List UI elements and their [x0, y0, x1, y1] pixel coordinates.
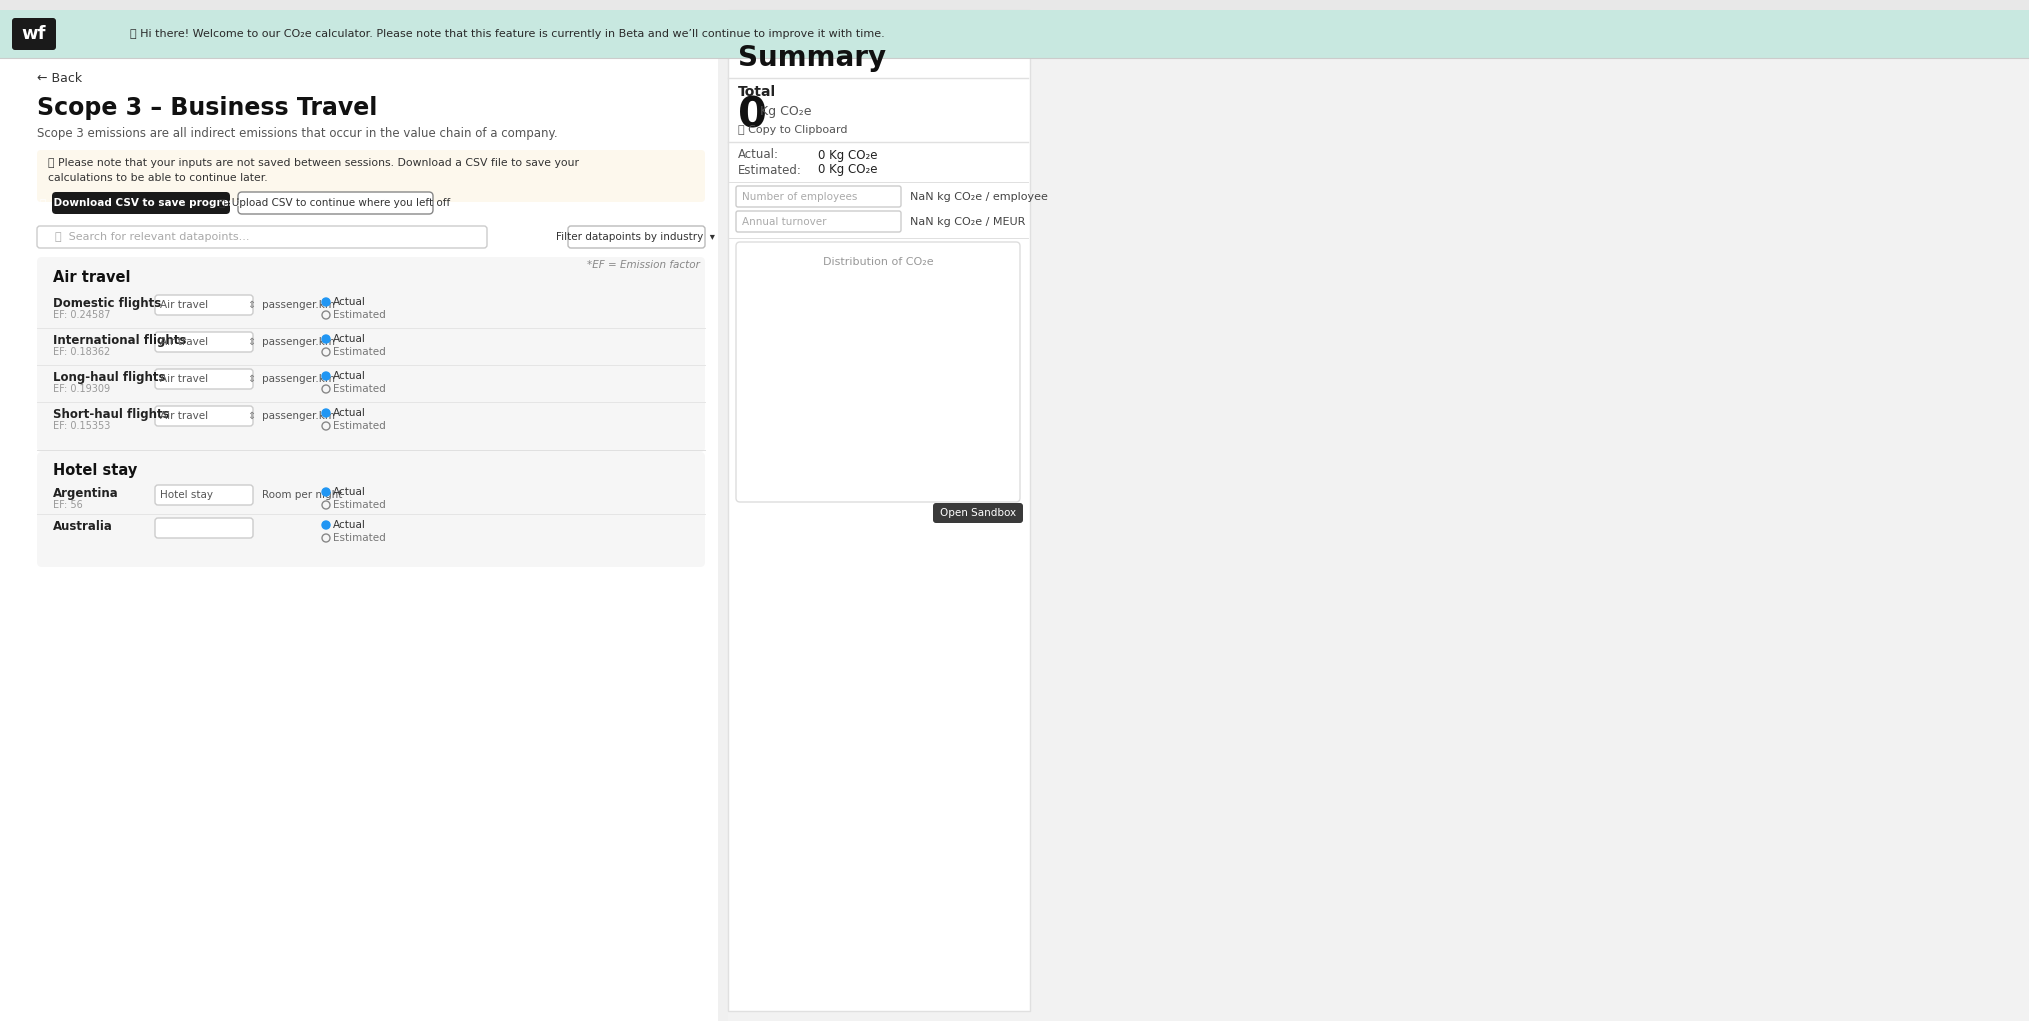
FancyBboxPatch shape [568, 226, 704, 248]
Text: Scope 3 – Business Travel: Scope 3 – Business Travel [37, 96, 377, 120]
Circle shape [323, 372, 331, 380]
FancyBboxPatch shape [237, 192, 432, 214]
Bar [0, 10, 2029, 58]
Circle shape [323, 409, 331, 417]
Bar [728, 10, 2029, 1021]
Text: Estimated: Estimated [333, 384, 386, 394]
Text: NaN kg CO₂e / employee: NaN kg CO₂e / employee [909, 192, 1047, 202]
Text: ⇕: ⇕ [248, 300, 256, 310]
Text: Argentina: Argentina [53, 486, 120, 499]
FancyBboxPatch shape [37, 226, 487, 248]
Text: Open Sandbox: Open Sandbox [939, 508, 1017, 518]
Text: ⤓  Upload CSV to continue where you left off: ⤓ Upload CSV to continue where you left … [219, 198, 450, 208]
Bar [728, 10, 1031, 1011]
FancyBboxPatch shape [154, 332, 254, 352]
Text: Long-haul flights: Long-haul flights [53, 371, 166, 384]
Text: calculations to be able to continue later.: calculations to be able to continue late… [49, 173, 268, 183]
Text: passenger.km: passenger.km [262, 411, 335, 421]
Text: Estimated:: Estimated: [739, 163, 801, 177]
Text: Air travel: Air travel [160, 411, 209, 421]
Text: Actual: Actual [333, 520, 365, 530]
Text: Filter datapoints by industry  ▾: Filter datapoints by industry ▾ [556, 232, 716, 242]
FancyBboxPatch shape [737, 186, 901, 207]
Text: EF: 0.24587: EF: 0.24587 [53, 310, 110, 320]
Text: ⇕: ⇕ [248, 374, 256, 384]
Text: 0 Kg CO₂e: 0 Kg CO₂e [818, 148, 877, 161]
Text: Scope 3 emissions are all indirect emissions that occur in the value chain of a : Scope 3 emissions are all indirect emiss… [37, 127, 558, 140]
Text: passenger.km: passenger.km [262, 300, 335, 310]
Text: Hotel stay: Hotel stay [53, 463, 138, 478]
Text: Room per night: Room per night [262, 490, 343, 500]
Bar [0, 0, 2029, 10]
Text: EF: 0.15353: EF: 0.15353 [53, 421, 110, 431]
FancyBboxPatch shape [154, 406, 254, 426]
FancyBboxPatch shape [933, 503, 1023, 523]
Text: Estimated: Estimated [333, 310, 386, 320]
FancyBboxPatch shape [737, 211, 901, 232]
Text: wf: wf [22, 25, 47, 43]
Text: Actual: Actual [333, 371, 365, 381]
FancyBboxPatch shape [154, 369, 254, 389]
Text: ← Back: ← Back [37, 71, 81, 85]
Text: Summary: Summary [739, 44, 887, 72]
Text: Estimated: Estimated [333, 533, 386, 543]
Text: Estimated: Estimated [333, 347, 386, 357]
Text: Estimated: Estimated [333, 500, 386, 510]
Text: Actual: Actual [333, 487, 365, 497]
Text: Actual: Actual [333, 334, 365, 344]
Text: Short-haul flights: Short-haul flights [53, 407, 170, 421]
Text: Kg CO₂e: Kg CO₂e [761, 105, 812, 118]
FancyBboxPatch shape [37, 150, 704, 202]
Text: passenger.km: passenger.km [262, 337, 335, 347]
Text: 0: 0 [739, 94, 767, 136]
FancyBboxPatch shape [154, 295, 254, 315]
Text: Air travel: Air travel [160, 300, 209, 310]
FancyBboxPatch shape [154, 518, 254, 538]
FancyBboxPatch shape [37, 452, 704, 567]
Text: 🔍  Search for relevant datapoints...: 🔍 Search for relevant datapoints... [55, 232, 250, 242]
Circle shape [323, 335, 331, 343]
Text: Hotel stay: Hotel stay [160, 490, 213, 500]
Text: Actual:: Actual: [739, 148, 779, 161]
Text: 👇 Please note that your inputs are not saved between sessions. Download a CSV fi: 👇 Please note that your inputs are not s… [49, 158, 578, 168]
FancyBboxPatch shape [12, 18, 57, 50]
Text: Estimated: Estimated [333, 421, 386, 431]
Text: Air travel: Air travel [160, 374, 209, 384]
Text: ⤓  Download CSV to save progress: ⤓ Download CSV to save progress [41, 198, 241, 208]
Text: Air travel: Air travel [160, 337, 209, 347]
Text: EF: 0.18362: EF: 0.18362 [53, 347, 110, 357]
Text: International flights: International flights [53, 334, 187, 346]
Text: ⇕: ⇕ [248, 337, 256, 347]
FancyBboxPatch shape [37, 257, 704, 452]
Text: Air travel: Air travel [53, 270, 130, 285]
Text: Australia: Australia [53, 520, 114, 533]
FancyBboxPatch shape [154, 485, 254, 505]
Text: EF: 56: EF: 56 [53, 500, 83, 510]
Circle shape [323, 488, 331, 496]
Text: 📋 Copy to Clipboard: 📋 Copy to Clipboard [739, 125, 848, 135]
Circle shape [323, 298, 331, 306]
Text: Total: Total [739, 85, 777, 99]
Text: passenger.km: passenger.km [262, 374, 335, 384]
Text: Number of employees: Number of employees [743, 192, 858, 202]
Text: ⇕: ⇕ [248, 411, 256, 421]
Text: Distribution of CO₂e: Distribution of CO₂e [822, 257, 933, 268]
FancyBboxPatch shape [53, 192, 229, 214]
Text: Annual turnover: Annual turnover [743, 217, 826, 227]
Text: Actual: Actual [333, 297, 365, 307]
Circle shape [323, 521, 331, 529]
Text: 0 Kg CO₂e: 0 Kg CO₂e [818, 163, 877, 177]
Text: *EF = Emission factor: *EF = Emission factor [586, 260, 700, 270]
Text: Domestic flights: Domestic flights [53, 296, 160, 309]
Text: EF: 0.19309: EF: 0.19309 [53, 384, 110, 394]
Text: NaN kg CO₂e / MEUR: NaN kg CO₂e / MEUR [909, 217, 1025, 227]
Bar [0, 10, 718, 1021]
Text: 👋 Hi there! Welcome to our CO₂e calculator. Please note that this feature is cur: 👋 Hi there! Welcome to our CO₂e calculat… [130, 29, 885, 39]
FancyBboxPatch shape [737, 242, 1021, 502]
Text: Actual: Actual [333, 408, 365, 418]
